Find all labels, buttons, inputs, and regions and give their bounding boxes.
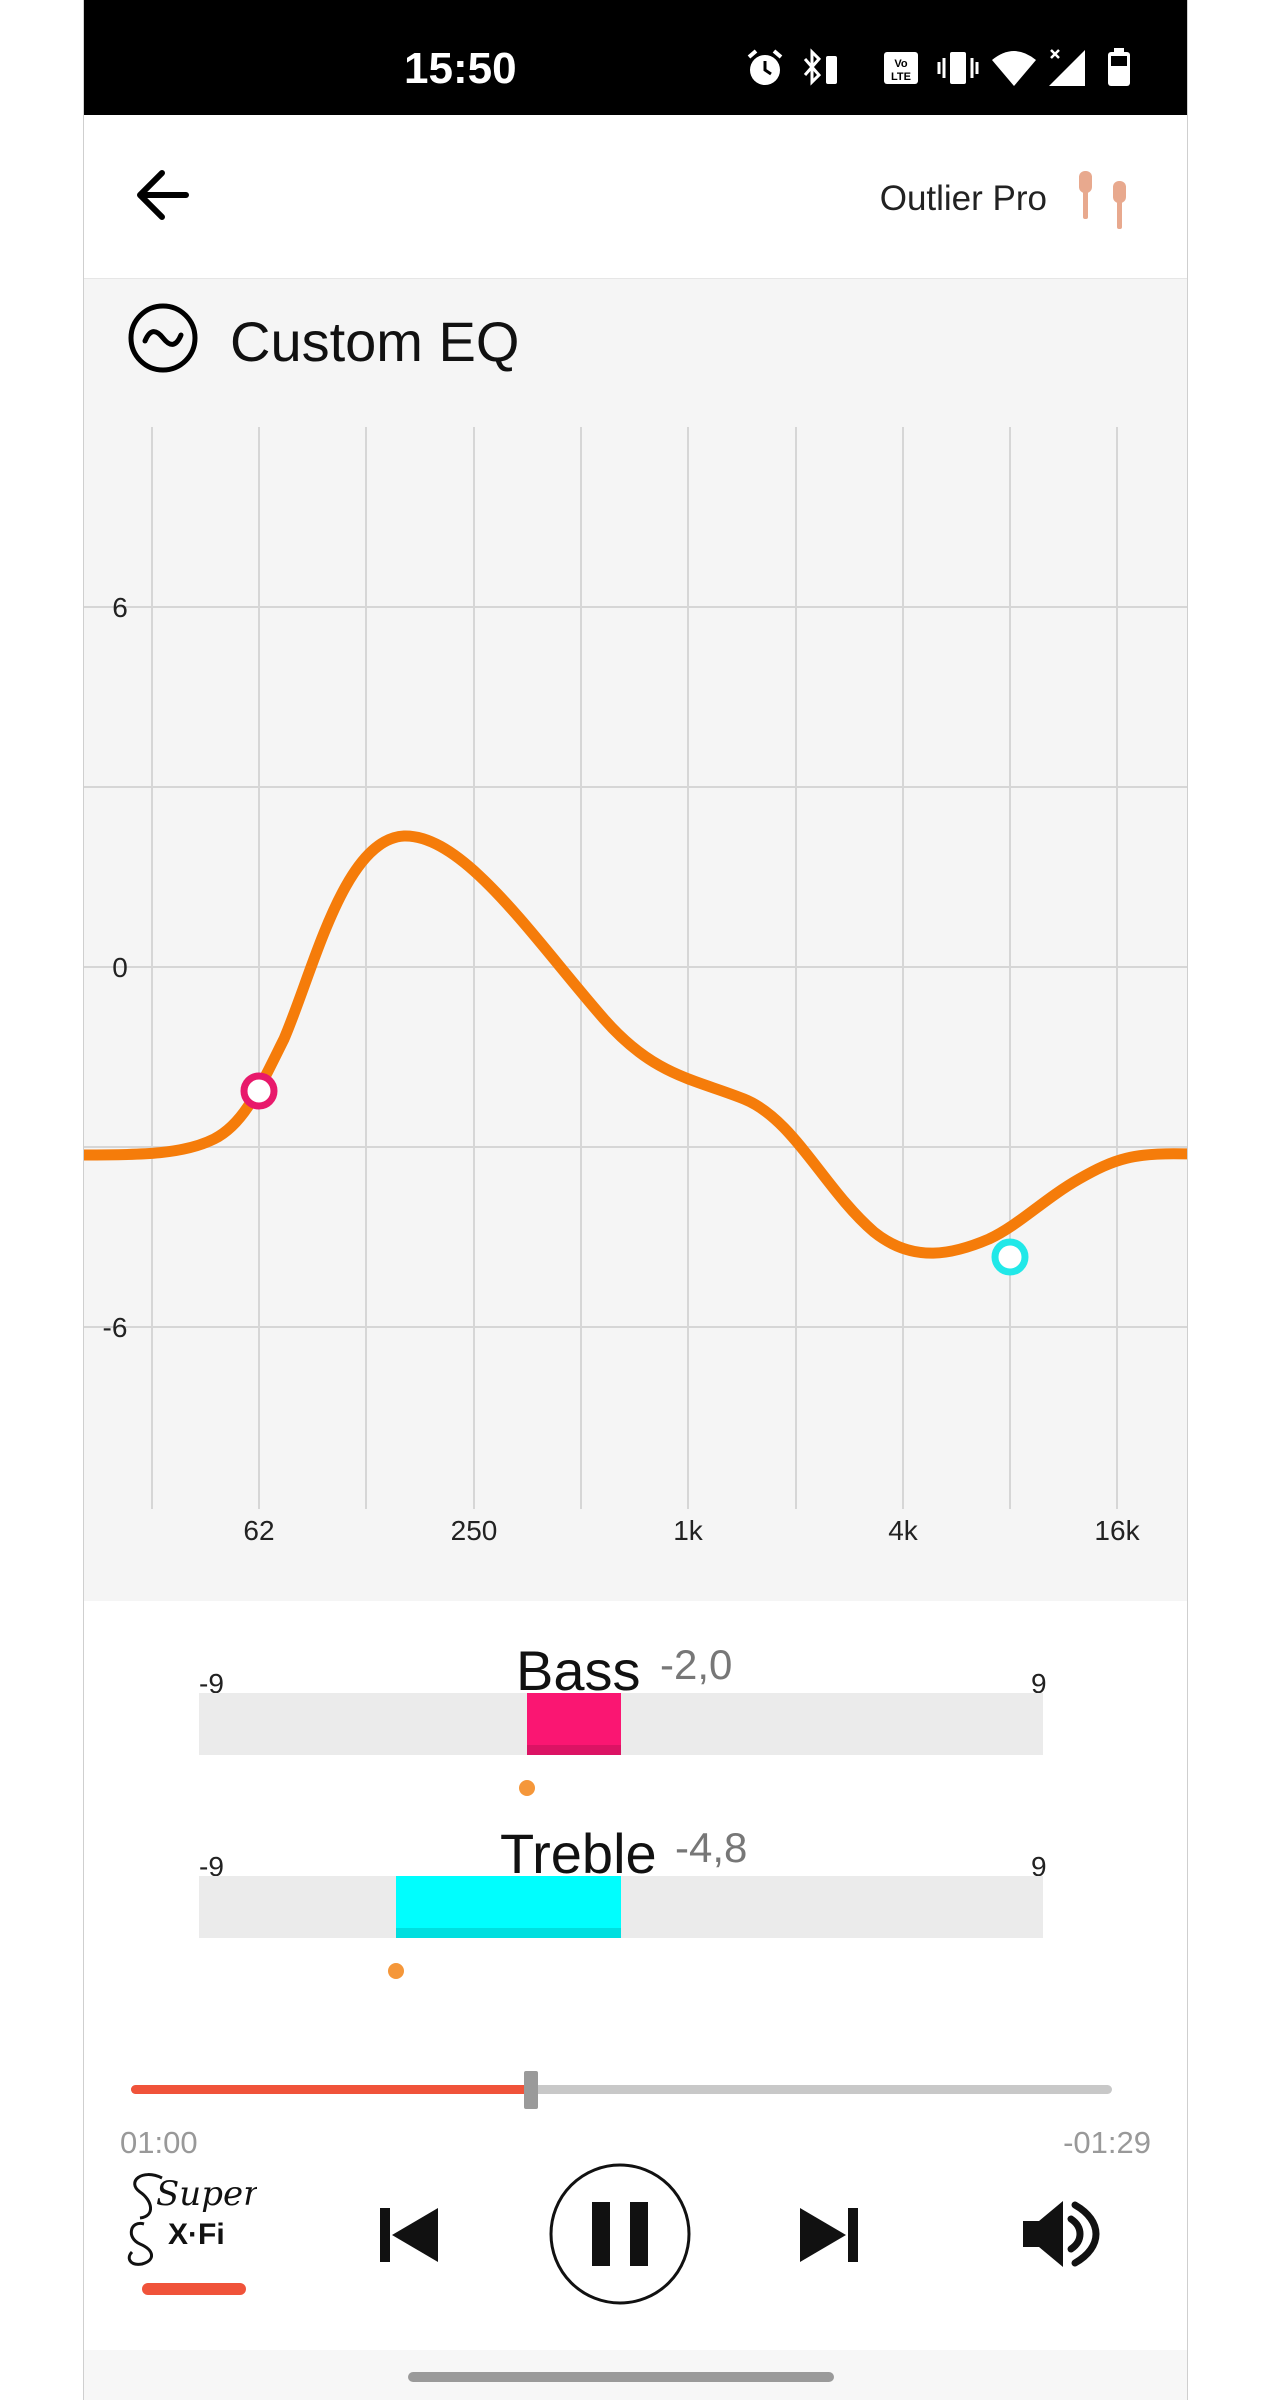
- x-tick-label: 16k: [1094, 1515, 1140, 1546]
- status-time: 15:50: [404, 44, 517, 93]
- svg-text:LTE: LTE: [891, 71, 911, 83]
- app-bar: Outlier Pro: [84, 115, 1187, 279]
- status-bar: 15:50 Vo LTE: [84, 0, 1187, 115]
- signal-icon: [1049, 49, 1085, 86]
- previous-track-icon[interactable]: [374, 2200, 444, 2270]
- sxfi-logo-bottom-text: X·Fi: [168, 2218, 225, 2251]
- back-arrow-icon[interactable]: [124, 155, 204, 235]
- treble-max-label: 9: [1031, 1851, 1047, 1882]
- treble-slider-track[interactable]: [199, 1876, 1043, 1938]
- bass-label: Bass: [516, 1639, 641, 1702]
- treble-default-marker: [387, 1963, 404, 1979]
- treble-slider-fill: [395, 1876, 621, 1938]
- playback-progress-fill: [131, 2085, 532, 2094]
- treble-slider: -9 Treble -4,8 9: [84, 1806, 1187, 1979]
- volume-icon[interactable]: [1019, 2197, 1103, 2271]
- eq-graph[interactable]: 6 0 -6 62 250 1k 4k 16k: [84, 279, 1188, 1601]
- eq-panel: 6 0 -6 62 250 1k 4k 16k Custom EQ: [84, 279, 1188, 1601]
- eq-curve: [84, 830, 1187, 1259]
- x-tick-label: 250: [451, 1515, 498, 1546]
- bluetooth-battery-icon: [803, 48, 837, 86]
- earbuds-icon[interactable]: [1069, 165, 1139, 235]
- treble-value: -4,8: [675, 1824, 748, 1871]
- eq-title: Custom EQ: [230, 310, 520, 373]
- x-tick-label: 4k: [888, 1515, 919, 1546]
- treble-control-point[interactable]: [991, 1238, 1029, 1276]
- treble-label: Treble: [500, 1822, 657, 1885]
- bass-control-point[interactable]: [240, 1072, 278, 1110]
- super-xfi-logo[interactable]: Super X·Fi: [122, 2160, 257, 2270]
- svg-text:Vo: Vo: [894, 58, 908, 70]
- x-tick-label: 62: [243, 1515, 274, 1546]
- playback-progress-thumb[interactable]: [524, 2071, 539, 2109]
- bass-max-label: 9: [1031, 1668, 1047, 1699]
- bass-slider-track[interactable]: [199, 1693, 1043, 1755]
- playback-progress-bar[interactable]: [131, 2071, 1112, 2109]
- bass-slider: -9 Bass -2,0 9: [84, 1623, 1187, 1796]
- phone-screen: 15:50 Vo LTE: [83, 0, 1188, 2400]
- bass-default-marker: [519, 1780, 536, 1796]
- sxfi-logo-top-text: Super: [156, 2174, 257, 2214]
- volte-icon: Vo LTE: [884, 52, 918, 84]
- device-name[interactable]: Outlier Pro: [879, 179, 1047, 218]
- wifi-icon: [992, 51, 1036, 86]
- time-remaining: -01:29: [1063, 2125, 1151, 2160]
- y-tick-label: -6: [103, 1312, 128, 1343]
- custom-eq-icon: [128, 303, 198, 373]
- pause-button[interactable]: [548, 2162, 692, 2306]
- eq-grid: [84, 427, 1187, 1509]
- bass-value: -2,0: [660, 1641, 733, 1688]
- time-elapsed: 01:00: [120, 2125, 198, 2160]
- home-indicator[interactable]: [408, 2372, 834, 2382]
- y-tick-label: 0: [112, 952, 128, 983]
- vibrate-icon: [937, 52, 979, 84]
- bass-slider-fill: [527, 1693, 621, 1755]
- y-tick-label: 6: [112, 592, 128, 623]
- alarm-icon: [747, 49, 783, 85]
- x-tick-label: 1k: [673, 1515, 704, 1546]
- next-track-icon[interactable]: [794, 2200, 864, 2270]
- battery-icon: [1108, 48, 1130, 86]
- super-xfi-active-indicator: [142, 2283, 246, 2295]
- system-nav-area: [84, 2350, 1187, 2400]
